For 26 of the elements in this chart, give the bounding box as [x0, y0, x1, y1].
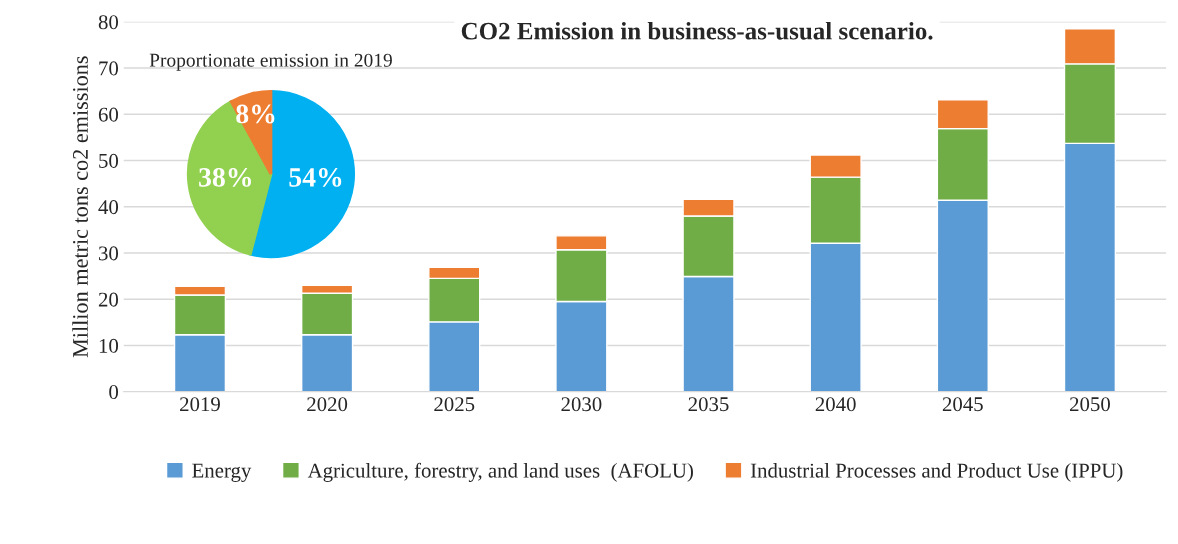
- x-tick-label: 2045: [942, 397, 983, 412]
- legend-label: Energy: [192, 463, 252, 482]
- y-tick-label: 60: [98, 107, 119, 122]
- x-tick-label: 2030: [561, 397, 602, 412]
- y-tick-label: 10: [99, 338, 119, 353]
- x-tick-label: 2050: [1070, 397, 1110, 412]
- y-tick-label: 70: [99, 61, 119, 76]
- y-tick-label: 80: [98, 15, 119, 30]
- chart-title: Proportionate emission in 2019: [149, 53, 392, 71]
- x-tick-label: 2025: [434, 397, 475, 412]
- x-tick-label: 2035: [688, 397, 729, 412]
- chart-title: CO2 Emission in business-as-usual scenario.: [461, 21, 933, 40]
- data-label: 38%: [199, 167, 251, 187]
- y-tick-label: 30: [98, 246, 119, 261]
- legend-label: Agriculture, forestry, and land uses (AFOLU): [307, 462, 693, 482]
- y-tick-label: 50: [99, 153, 119, 168]
- data-label: 54%: [289, 167, 342, 187]
- pie-slice: [186, 100, 273, 256]
- x-tick-label: 2040: [815, 397, 856, 412]
- y-tick-label: 0: [109, 385, 119, 400]
- x-tick-label: 2019: [180, 397, 220, 412]
- y-axis-title: Million metric tons co2 emissions: [72, 56, 88, 358]
- x-tick-label: 2020: [307, 397, 348, 412]
- y-tick-label: 40: [98, 200, 119, 215]
- legend-label: Industrial Processes and Product Use (IPPU): [750, 462, 1123, 482]
- y-tick-label: 20: [98, 292, 119, 307]
